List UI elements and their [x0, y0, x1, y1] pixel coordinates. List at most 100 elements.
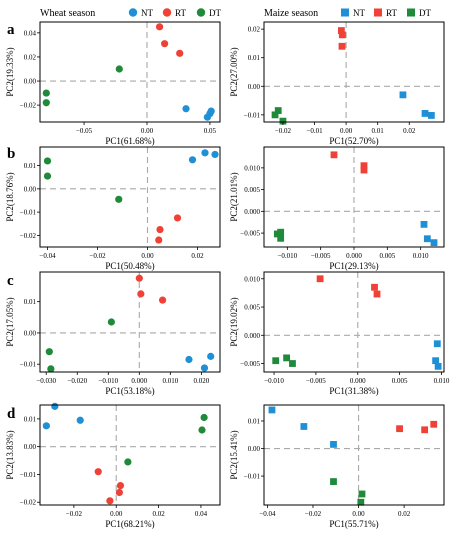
point-rt-2 [137, 290, 145, 298]
x-tick-label: 0.00 [110, 510, 123, 518]
point-dt-2 [277, 228, 285, 236]
plot-frame [39, 271, 221, 373]
x-tick-label: −0.01 [306, 127, 323, 135]
point-rt-3 [373, 290, 381, 298]
point-rt-1 [337, 27, 345, 34]
y-tick-label: 0.010 [244, 164, 260, 172]
scatter-panel-4-1: −0.02 0.00 0.02 0.04 −0.02 −0.01 0.00 0.01 PC1(6… [5, 402, 221, 529]
y-tick-label: −0.01 [20, 209, 37, 217]
point-rt-2 [421, 426, 429, 434]
x-tick-label: −0.05 [76, 127, 93, 135]
point-nt-2 [432, 357, 440, 365]
point-rt-2 [161, 40, 169, 48]
point-nt-2 [201, 149, 209, 157]
x-tick-label: −0.005 [306, 377, 326, 385]
y-tick-label: 0.005 [244, 186, 260, 194]
y-tick-label: 0.04 [24, 29, 37, 37]
x-tick-label: −0.005 [311, 252, 331, 260]
point-nt-2 [421, 110, 429, 117]
point-dt-1 [107, 318, 115, 326]
point-dt-1 [115, 65, 123, 73]
x-tick-label: −0.04 [259, 510, 276, 518]
y-tick-label: 0.00 [248, 83, 261, 91]
y-tick-label: −0.02 [20, 499, 37, 507]
y-tick-label: −0.01 [20, 471, 37, 479]
legend-wheat-dt-label: DT [209, 8, 221, 18]
x-tick-label: 0.02 [152, 510, 165, 518]
panel-label-c: c [7, 273, 14, 289]
x-tick-label: 0.05 [204, 127, 217, 135]
point-rt-1 [396, 425, 403, 433]
y-axis-label: PC2(13.83%) [5, 430, 15, 479]
y-tick-label: −0.02 [20, 232, 37, 240]
x-tick-label: −0.02 [66, 510, 83, 518]
point-rt-1 [135, 274, 143, 282]
x-tick-label: 0.00 [141, 252, 154, 260]
x-tick-label: −0.020 [67, 377, 87, 385]
point-nt-3 [427, 112, 435, 119]
y-tick-label: 0.02 [248, 26, 261, 34]
point-nt-3 [211, 150, 219, 159]
x-axis-label: PC1(52.70%) [329, 136, 378, 146]
y-axis-label: PC2(27.00%) [229, 47, 239, 96]
point-dt-3 [200, 413, 208, 422]
point-nt-3 [76, 416, 84, 424]
plot-frame [39, 404, 221, 506]
scatter-panel-2-1: −0.04 −0.02 0.00 0.02 −0.02 −0.01 0.00 0.01 PC1(… [5, 146, 221, 271]
x-tick-label: −0.010 [98, 377, 118, 385]
y-axis-label: PC2(19.02%) [229, 297, 239, 346]
x-tick-label: 0.04 [195, 510, 208, 518]
point-dt-2 [358, 490, 366, 498]
x-tick-label: −0.02 [275, 127, 292, 135]
x-tick-label: −0.030 [36, 377, 56, 385]
panel-label-b: b [7, 146, 15, 162]
x-tick-label: 0.020 [194, 377, 210, 385]
point-dt-1 [274, 107, 282, 114]
legend-maize-dt-marker [407, 8, 415, 17]
scatter-panel-4-2: −0.04 −0.02 0.00 0.02 −0.01 0.00 0.01 PC1(55.71… [229, 404, 445, 529]
y-tick-label: 0.02 [24, 53, 37, 61]
point-dt-1 [43, 157, 52, 165]
x-tick-label: −0.010 [264, 377, 284, 385]
point-nt-1 [42, 422, 50, 430]
point-nt-2 [200, 364, 209, 372]
legend-wheat-title: Wheat season [40, 8, 95, 19]
point-nt-1 [268, 406, 276, 414]
point-nt-3 [434, 362, 442, 370]
point-dt-2 [271, 111, 279, 119]
point-nt-3 [330, 440, 337, 448]
point-dt-3 [357, 498, 365, 506]
x-axis-label: PC1(68.21%) [105, 519, 154, 529]
legend-wheat-rt-label: RT [175, 8, 186, 18]
point-rt-3 [430, 420, 438, 428]
point-dt-2 [42, 89, 50, 97]
point-dt-1 [272, 357, 280, 365]
point-nt-1 [433, 340, 441, 348]
point-nt-2 [300, 423, 308, 430]
scatter-panel-3-2: −0.010 −0.005 0.000 0.005 0.010 −0.005 0.000 0.… [229, 271, 450, 396]
x-axis-label: PC1(55.71%) [329, 519, 378, 529]
legend-maize-nt-marker [341, 8, 349, 17]
point-rt-2 [371, 283, 378, 291]
plot-frame [263, 404, 445, 506]
point-dt-3 [279, 117, 287, 125]
y-tick-label: −0.005 [240, 230, 260, 238]
y-axis-label: PC2(15.41%) [229, 430, 239, 479]
plot-frame [39, 146, 221, 248]
y-tick-label: 0.01 [24, 162, 37, 170]
y-tick-label: −0.005 [240, 360, 260, 368]
point-dt-3 [289, 360, 296, 367]
point-rt-3 [338, 42, 346, 50]
point-rt-2 [116, 481, 125, 490]
legend-wheat-dt-marker [196, 8, 206, 17]
panel-label-a: a [7, 22, 15, 38]
point-nt-4 [207, 107, 215, 115]
x-tick-label: 0.005 [392, 377, 408, 385]
x-tick-label: 0.005 [379, 252, 395, 260]
point-dt-2 [283, 354, 291, 362]
legend-wheat-rt-marker [162, 8, 172, 17]
point-rt-3 [176, 49, 184, 57]
y-tick-label: 0.000 [244, 208, 260, 216]
scatter-panel-3-1: −0.030 −0.020 −0.010 0.000 0.010 0.020 −0.01 0.… [5, 271, 221, 396]
point-nt-2 [51, 402, 59, 410]
